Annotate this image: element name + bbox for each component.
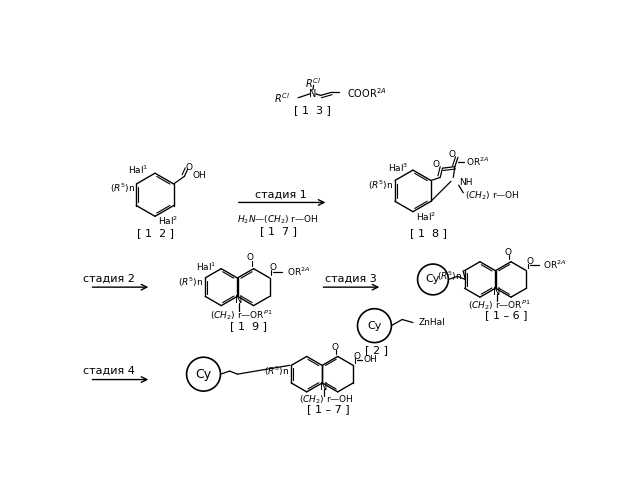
Text: Hal$^1$: Hal$^1$ [196, 260, 216, 272]
Text: $(CH_2)$ r—OH: $(CH_2)$ r—OH [465, 190, 519, 202]
Text: $R^{Cl}$: $R^{Cl}$ [273, 91, 290, 104]
Text: стадия 3: стадия 3 [325, 274, 377, 283]
Text: O: O [448, 150, 455, 159]
Text: OR$^{2A}$: OR$^{2A}$ [465, 156, 489, 168]
Text: ZnHal: ZnHal [419, 318, 446, 327]
Text: [ 1  9 ]: [ 1 9 ] [230, 320, 268, 330]
Text: [ 1  3 ]: [ 1 3 ] [295, 105, 331, 115]
Text: Hal$^2$: Hal$^2$ [158, 214, 178, 227]
Text: [ 1  7 ]: [ 1 7 ] [260, 226, 297, 236]
Text: $(R^5)$n: $(R^5)$n [369, 178, 394, 192]
Text: стадия 1: стадия 1 [255, 190, 306, 200]
Text: стадия 2: стадия 2 [83, 274, 135, 283]
Text: [ 2 ]: [ 2 ] [365, 346, 388, 356]
Text: NH: NH [458, 178, 472, 186]
Text: O: O [331, 342, 338, 351]
Text: $(R^5)$n: $(R^5)$n [264, 365, 289, 378]
Text: [ 1 – 6 ]: [ 1 – 6 ] [485, 310, 528, 320]
Text: [ 1  2 ]: [ 1 2 ] [137, 228, 173, 238]
Text: $(CH_2)$ r—OR$^{P1}$: $(CH_2)$ r—OR$^{P1}$ [210, 308, 273, 322]
Text: OH: OH [364, 356, 377, 364]
Text: O: O [353, 352, 360, 360]
Text: $(R^5)$n: $(R^5)$n [110, 182, 135, 196]
Text: COOR$^{2A}$: COOR$^{2A}$ [347, 86, 386, 100]
Text: OH: OH [192, 171, 206, 180]
Text: O: O [505, 248, 512, 257]
Text: Hal$^3$: Hal$^3$ [388, 162, 408, 174]
Text: $H_2N$—$(CH_2)$ r—OH: $H_2N$—$(CH_2)$ r—OH [238, 214, 319, 226]
Text: O: O [526, 257, 534, 266]
Text: O: O [186, 162, 193, 172]
Text: $(CH_2)$ r—OH: $(CH_2)$ r—OH [299, 394, 354, 406]
Text: O: O [433, 160, 440, 169]
Text: [ 1 – 7 ]: [ 1 – 7 ] [307, 404, 349, 414]
Text: O: O [247, 254, 253, 262]
Text: стадия 4: стадия 4 [83, 366, 135, 376]
Text: N: N [236, 295, 243, 305]
Text: [ 1  8 ]: [ 1 8 ] [410, 228, 447, 238]
Text: Hal$^1$: Hal$^1$ [128, 164, 149, 176]
Text: $(CH_2)$ r—OR$^{P1}$: $(CH_2)$ r—OR$^{P1}$ [468, 298, 531, 312]
Text: $(R^5)$n: $(R^5)$n [437, 270, 462, 283]
Text: Cy: Cy [367, 320, 381, 330]
Text: N: N [494, 287, 501, 297]
Text: OR$^{2A}$: OR$^{2A}$ [286, 266, 310, 278]
Text: O: O [270, 262, 277, 272]
Text: N: N [320, 382, 327, 392]
Text: $R^{Cl}$: $R^{Cl}$ [305, 76, 321, 90]
Text: Cy: Cy [426, 274, 440, 284]
Text: Hal$^2$: Hal$^2$ [416, 210, 437, 222]
Text: Cy: Cy [195, 368, 212, 380]
Text: $(R^5)$n: $(R^5)$n [178, 276, 203, 289]
Text: N: N [309, 89, 317, 99]
Text: OR$^{2A}$: OR$^{2A}$ [543, 259, 567, 272]
